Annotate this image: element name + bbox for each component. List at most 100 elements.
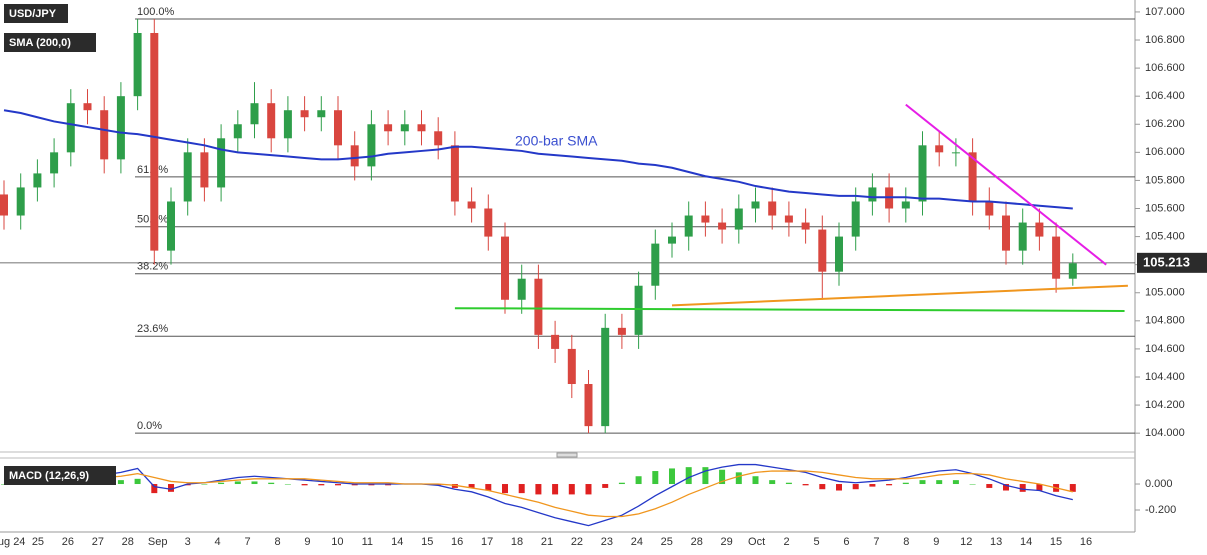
candle-body — [668, 236, 676, 244]
candle-body — [1018, 222, 1027, 251]
candle-body — [116, 96, 125, 160]
candle-body — [450, 145, 459, 202]
fib-label: 100.0% — [137, 6, 175, 18]
candle-body — [634, 285, 643, 335]
x-tick-label: 14 — [391, 536, 403, 548]
macd-histogram-bar — [585, 484, 592, 495]
macd-histogram-bar — [518, 484, 525, 494]
candle-body — [133, 32, 142, 97]
x-tick-label: 15 — [1050, 536, 1062, 548]
y-tick-label: 105.000 — [1145, 287, 1185, 299]
candle-body — [684, 215, 693, 237]
candle-body — [835, 236, 843, 272]
candle-body — [334, 110, 342, 146]
macd-histogram-bar — [802, 484, 809, 486]
macd-histogram-bar — [502, 484, 508, 494]
candle-body — [617, 327, 626, 335]
candle-body — [183, 152, 192, 202]
macd-histogram-bar — [852, 484, 859, 490]
candle-body — [818, 229, 827, 272]
x-tick-label: 16 — [451, 536, 463, 548]
macd-histogram-bar — [785, 482, 792, 485]
candle-body — [33, 173, 42, 188]
candle-body — [283, 110, 292, 139]
x-tick-label: 7 — [244, 536, 250, 548]
y-tick-label: 104.600 — [1145, 343, 1185, 355]
candle-body — [1068, 263, 1077, 279]
symbol-label: USD/JPY — [9, 8, 57, 20]
candle-body — [467, 201, 476, 209]
candle-body — [734, 208, 743, 230]
macd-histogram-bar — [902, 482, 909, 485]
x-tick-label: 13 — [990, 536, 1002, 548]
fib-label: 23.6% — [137, 323, 168, 335]
candle-body — [918, 145, 927, 202]
x-tick-label: 12 — [960, 536, 972, 548]
macd-histogram-bar — [685, 467, 692, 485]
candle-body — [384, 124, 393, 132]
macd-histogram-bar — [485, 484, 492, 491]
x-tick-label: 16 — [1080, 536, 1092, 548]
macd-histogram-bar — [986, 484, 993, 488]
x-tick-label: Sep — [148, 536, 168, 548]
candle-body — [350, 145, 359, 167]
macd-badge — [4, 466, 116, 485]
sma-annotation: 200-bar SMA — [515, 133, 598, 149]
x-tick-label: 26 — [62, 536, 74, 548]
x-tick-label: 17 — [481, 536, 493, 548]
candle-body — [968, 152, 977, 202]
macd-y-tick-label: -0.200 — [1145, 504, 1176, 516]
candle-body — [317, 110, 326, 118]
x-tick-label: 29 — [721, 536, 733, 548]
candle-body — [985, 201, 994, 216]
marks: 104.000 104.200 104.400 104.600 104.800 105.0… — [0, 6, 1207, 548]
trend-line — [671, 284, 1128, 307]
y-tick-label: 105.800 — [1145, 174, 1185, 186]
macd-histogram-bar — [218, 482, 225, 485]
symbol-badge — [4, 4, 68, 23]
panel-handle[interactable] — [556, 452, 578, 458]
y-tick-label: 107.000 — [1145, 6, 1185, 18]
candle-body — [601, 327, 610, 427]
candle-body — [16, 187, 25, 216]
y-tick-label: 105.400 — [1145, 230, 1185, 242]
macd-histogram-bar — [702, 467, 709, 485]
candle-body — [0, 194, 8, 216]
y-tick-label: 106.600 — [1145, 62, 1185, 74]
macd-signal-line — [4, 470, 1073, 518]
macd-histogram-bar — [1003, 484, 1009, 491]
candle-body — [801, 222, 810, 230]
candle-body — [701, 215, 710, 223]
macd-histogram-bar — [635, 476, 642, 485]
sma-badge — [4, 33, 96, 52]
candle-body — [718, 222, 727, 230]
candle-body — [100, 110, 109, 160]
macd-histogram-bar — [952, 480, 959, 485]
macd-histogram-bar — [251, 481, 258, 485]
y-tick-label: 106.000 — [1145, 146, 1185, 158]
fib-label: 0.0% — [137, 420, 162, 432]
macd-legend: MACD (12,26,9) — [9, 470, 89, 482]
candle-body — [400, 124, 409, 132]
candle-body — [150, 32, 159, 251]
x-tick-label: 9 — [933, 536, 939, 548]
macd-histogram-bar — [568, 484, 575, 495]
candle-body — [901, 201, 910, 209]
candle-body — [50, 152, 59, 174]
macd-histogram-bar — [168, 484, 174, 492]
x-tick-label: 25 — [32, 536, 44, 548]
candle-body — [768, 201, 777, 216]
macd-histogram-bar — [335, 484, 341, 486]
y-tick-label: 104.800 — [1145, 315, 1185, 327]
macd-histogram-bar — [268, 482, 275, 485]
y-tick-label: 104.200 — [1145, 399, 1185, 411]
y-tick-label: 104.000 — [1145, 427, 1185, 439]
macd-histogram-bar — [1069, 484, 1076, 492]
x-tick-label: Oct — [748, 536, 765, 548]
macd-histogram-bar — [719, 469, 726, 485]
candle-body — [1002, 215, 1010, 251]
candle-body — [217, 138, 226, 188]
macd-histogram-bar — [919, 480, 926, 485]
macd-histogram-bar — [769, 480, 776, 485]
